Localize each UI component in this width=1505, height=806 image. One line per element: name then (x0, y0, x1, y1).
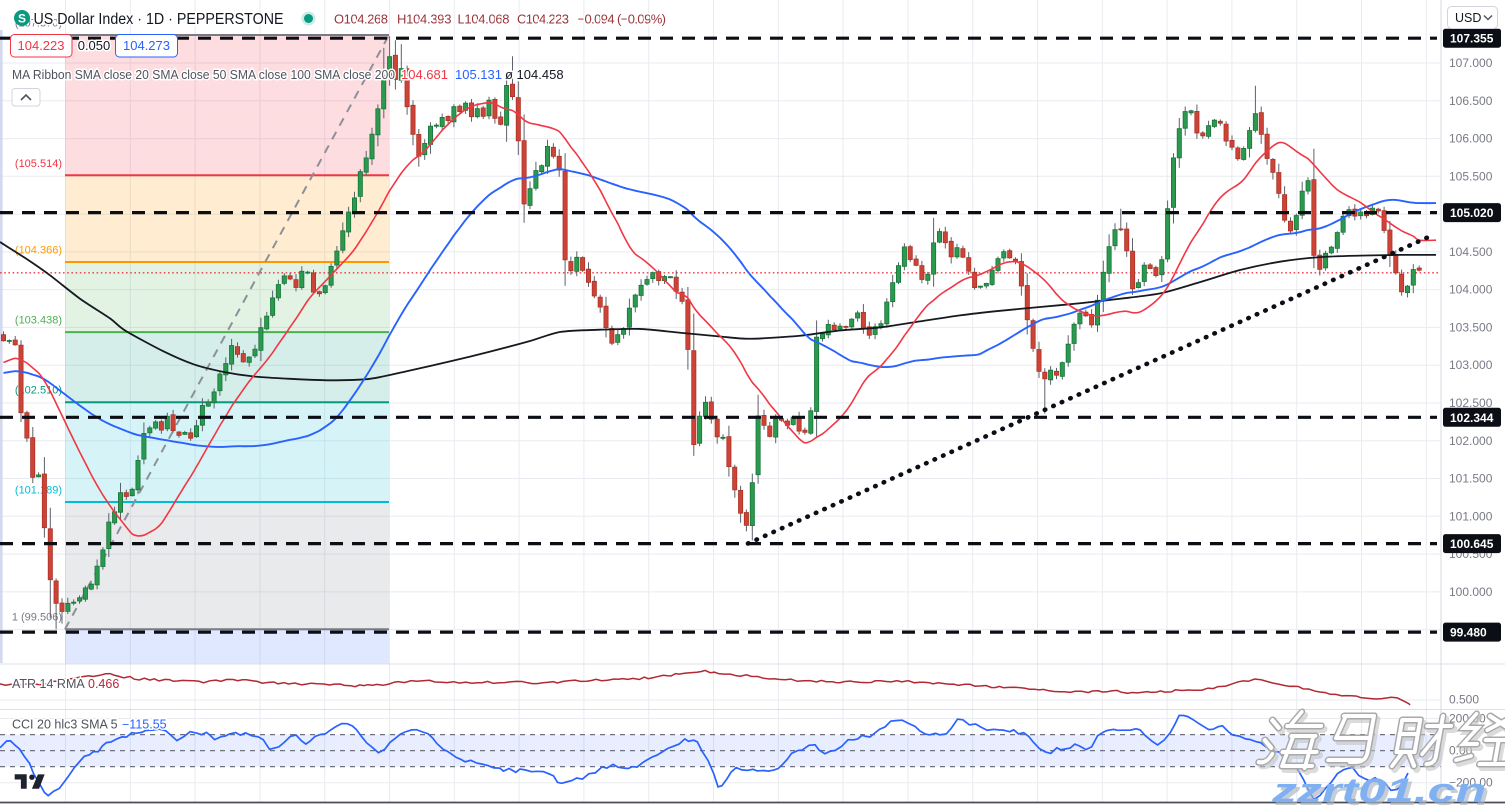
svg-text:ATR 14 RMA: ATR 14 RMA (12, 677, 85, 691)
svg-text:H104.393: H104.393 (397, 12, 452, 27)
svg-text:0.466: 0.466 (88, 677, 119, 691)
svg-text:1 (99.506): 1 (99.506) (12, 612, 62, 624)
svg-text:102.500: 102.500 (1449, 396, 1493, 410)
svg-text:105.131: 105.131 (455, 67, 502, 82)
svg-text:−200.00: −200.00 (1449, 776, 1493, 790)
svg-text:(102.510): (102.510) (15, 385, 62, 397)
svg-text:100.000: 100.000 (1449, 585, 1493, 599)
svg-text:104.500: 104.500 (1449, 245, 1493, 259)
svg-text:101.500: 101.500 (1449, 472, 1493, 486)
svg-text:106.000: 106.000 (1449, 132, 1493, 146)
svg-text:104.681: 104.681 (401, 67, 448, 82)
svg-text:102.344: 102.344 (1450, 411, 1494, 425)
svg-text:102.000: 102.000 (1449, 434, 1493, 448)
svg-text:L104.068: L104.068 (458, 12, 510, 27)
svg-text:CCI 20 hlc3 SMA 5: CCI 20 hlc3 SMA 5 (12, 718, 118, 732)
svg-text:S: S (18, 12, 26, 26)
svg-text:MA Ribbon SMA close 20 SMA clo: MA Ribbon SMA close 20 SMA close 50 SMA … (12, 67, 395, 82)
svg-text:(103.438): (103.438) (15, 315, 62, 327)
svg-text:99.480: 99.480 (1450, 626, 1487, 640)
svg-text:zzrt01.cn: zzrt01.cn (1274, 775, 1489, 806)
svg-text:−115.55: −115.55 (122, 718, 167, 732)
svg-text:103.500: 103.500 (1449, 320, 1493, 334)
svg-text:100.645: 100.645 (1450, 537, 1494, 551)
svg-text:106.500: 106.500 (1449, 94, 1493, 108)
svg-text:USD: USD (1455, 11, 1481, 25)
svg-text:105.500: 105.500 (1449, 169, 1493, 183)
svg-text:104.000: 104.000 (1449, 283, 1493, 297)
svg-text:(104.366): (104.366) (15, 245, 62, 257)
svg-text:104.223: 104.223 (18, 38, 65, 53)
svg-text:0.050: 0.050 (78, 38, 111, 53)
svg-text:(101.189): (101.189) (15, 485, 62, 497)
svg-text:0.500: 0.500 (1449, 693, 1479, 707)
svg-text:(105.514): (105.514) (15, 158, 62, 170)
svg-text:107.355: 107.355 (1450, 32, 1494, 46)
svg-text:O104.268: O104.268 (334, 12, 388, 27)
svg-text:101.000: 101.000 (1449, 509, 1493, 523)
svg-text:104.273: 104.273 (123, 38, 170, 53)
svg-text:US Dollar Index · 1D · PEPPERS: US Dollar Index · 1D · PEPPERSTONE (34, 11, 284, 28)
svg-text:105.020: 105.020 (1450, 206, 1494, 220)
svg-text:−0.094 (−0.09%): −0.094 (−0.09%) (578, 12, 667, 27)
svg-text:ø 104.458: ø 104.458 (505, 67, 564, 82)
svg-text:C104.223: C104.223 (517, 12, 569, 27)
svg-text:103.000: 103.000 (1449, 358, 1493, 372)
svg-text:107.000: 107.000 (1449, 56, 1493, 70)
svg-text:zzrt01.cn: zzrt01.cn (1271, 772, 1486, 806)
